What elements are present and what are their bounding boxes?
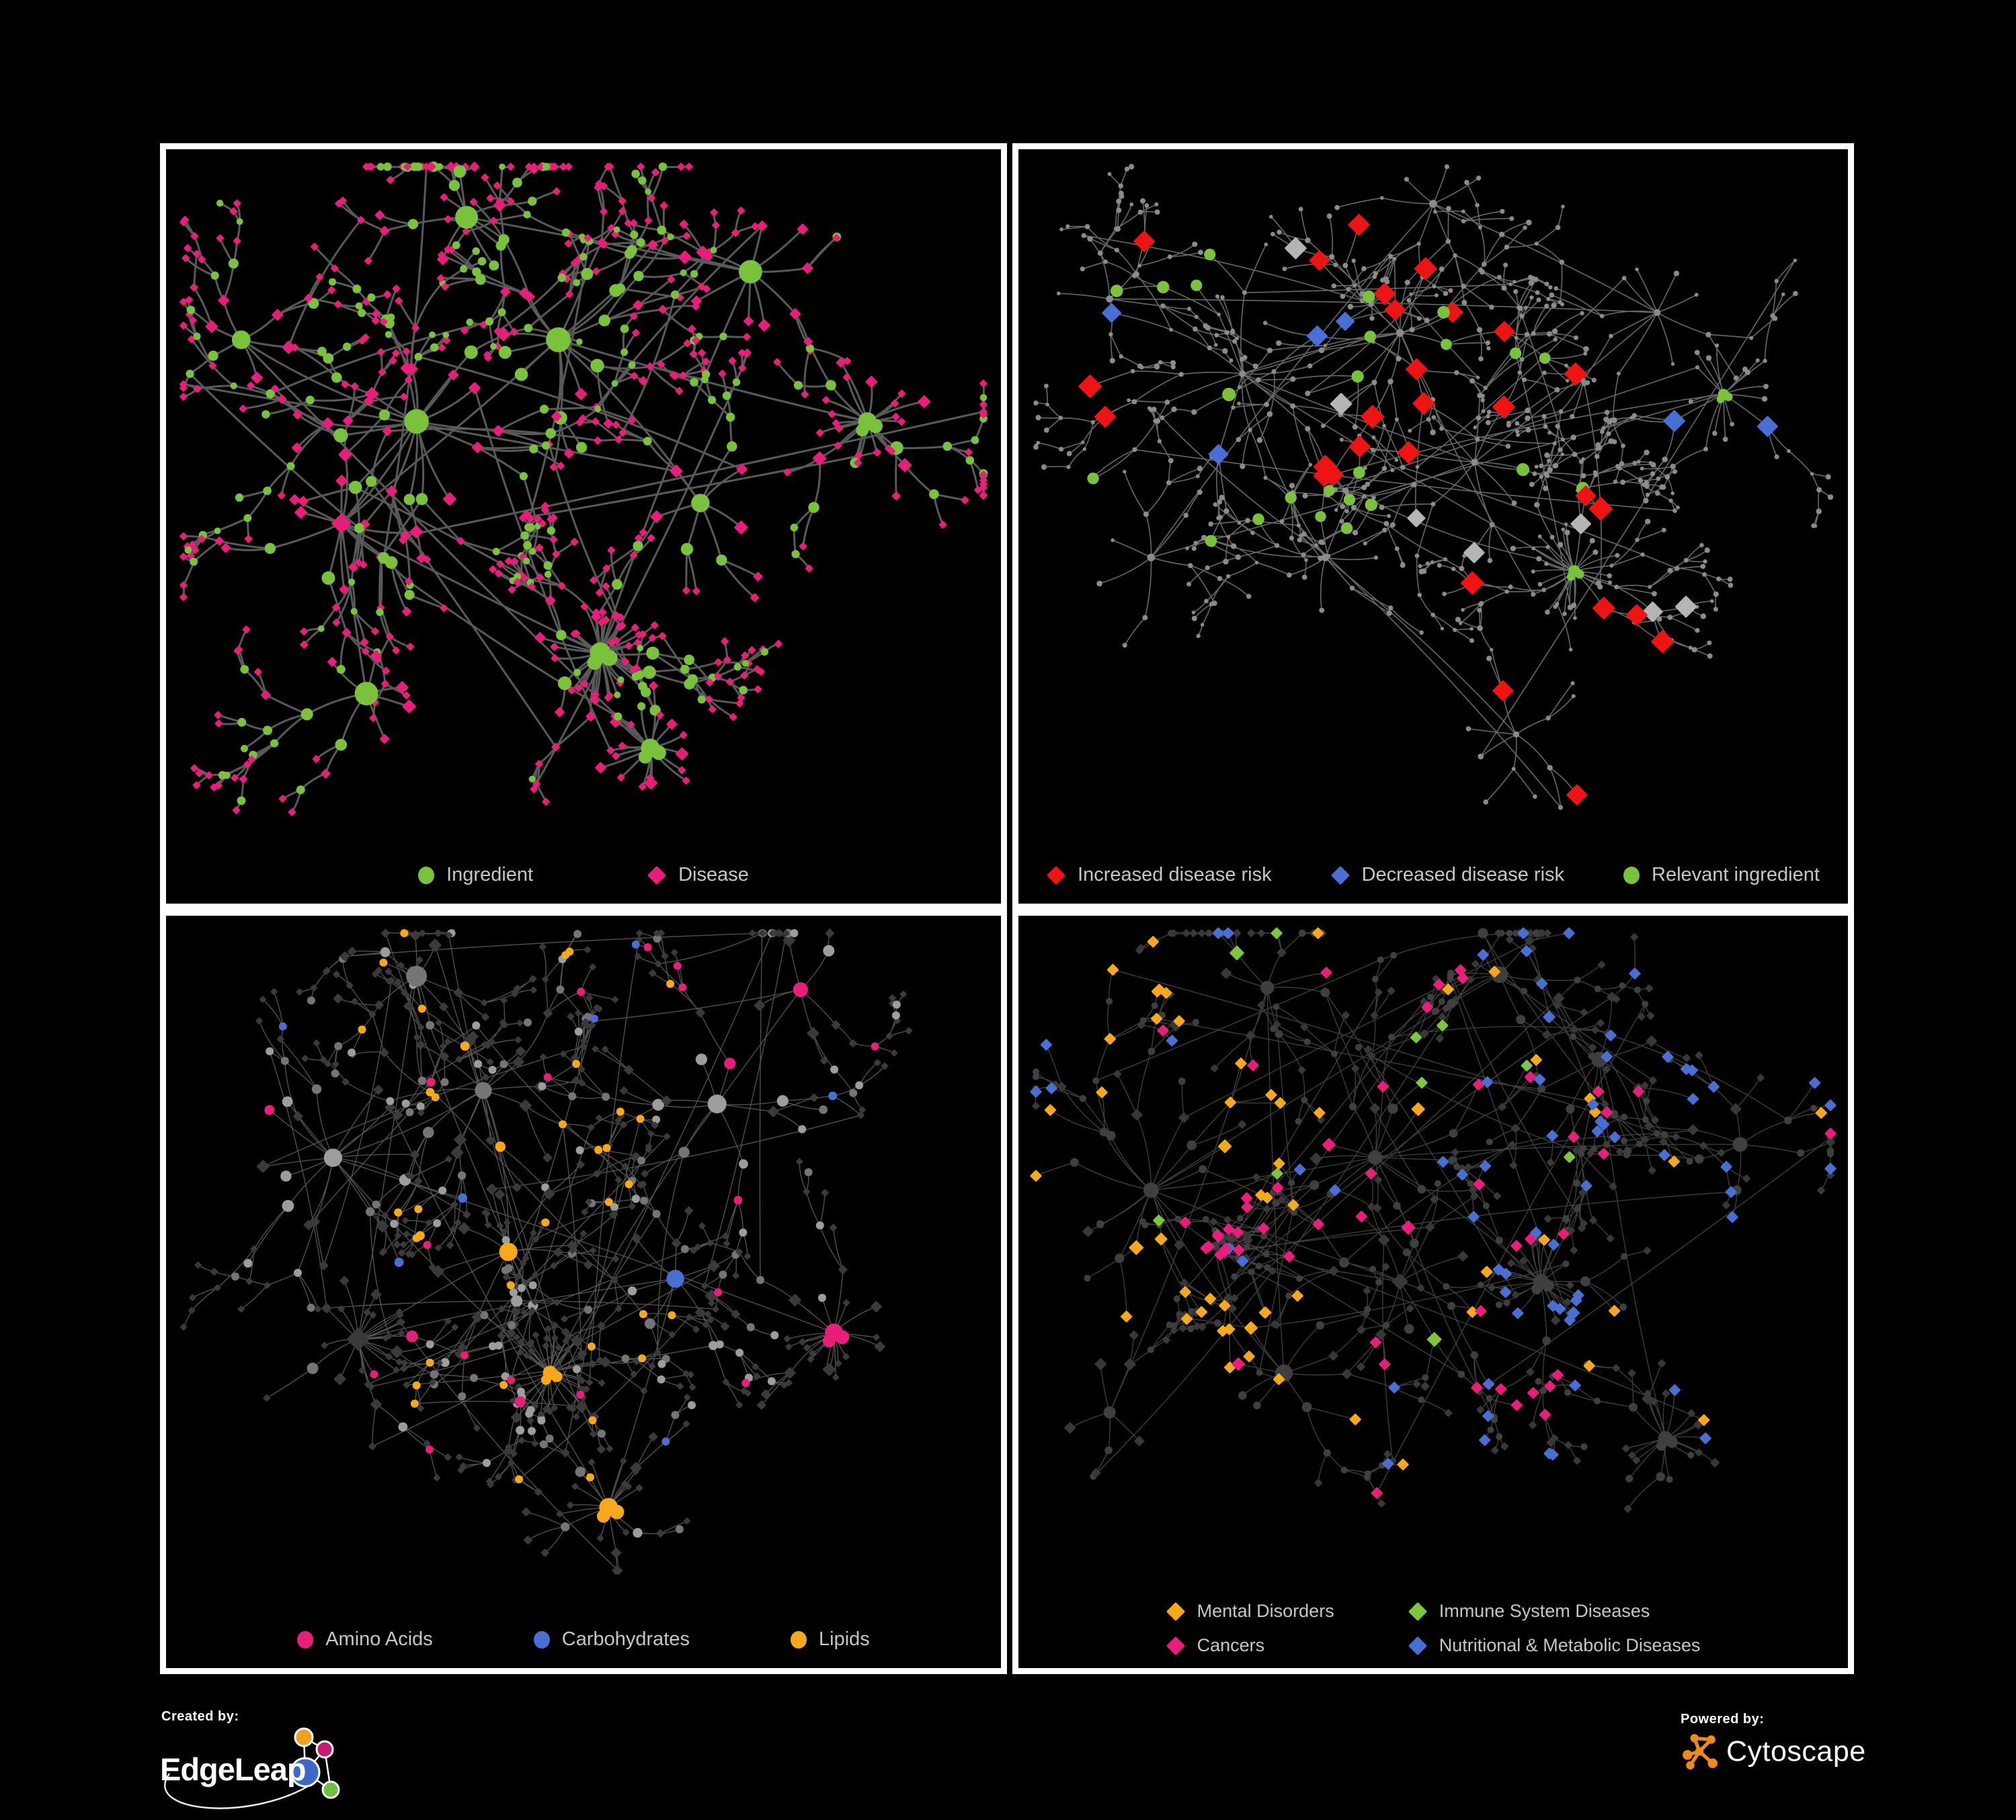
legend-item-carbohydrates: Carbohydrates — [533, 1628, 690, 1651]
panel-disease-risk: Increased disease risk Decreased disease… — [1012, 143, 1854, 910]
disease-diamond-swatch-icon — [647, 865, 667, 885]
legend-ingredient-disease: Ingredient Disease — [166, 864, 1001, 886]
legend-item-decreased-risk: Decreased disease risk — [1330, 864, 1565, 886]
legend-item-disease: Disease — [647, 864, 749, 886]
legend-disease-risk: Increased disease risk Decreased disease… — [1018, 864, 1848, 886]
edgeleap-green-node — [321, 1780, 340, 1799]
legend-item-cancers: Cancers — [1166, 1635, 1334, 1656]
legend-label: Decreased disease risk — [1361, 864, 1565, 885]
legend-label: Carbohydrates — [561, 1628, 690, 1650]
cytoscape-wordmark: Cytoscape — [1726, 1735, 1866, 1768]
amino-acids-circle-swatch-icon — [297, 1630, 314, 1649]
legend-item-ingredient: Ingredient — [418, 864, 533, 886]
legend-label: Cancers — [1197, 1635, 1265, 1655]
edgeleap-wordmark: EdgeLeap — [160, 1751, 306, 1787]
network-canvas-disease-risk — [1033, 163, 1834, 810]
panel-macronutrients: Amino Acids Carbohydrates Lipids — [160, 910, 1007, 1674]
network-canvas-macronutrients — [179, 928, 913, 1575]
legend-label: Increased disease risk — [1078, 864, 1272, 885]
panel-ingredient-disease: Ingredient Disease — [160, 143, 1007, 910]
panel-disease-categories: Mental Disorders Immune System Diseases … — [1012, 910, 1854, 1674]
cytoscape-logo-icon — [1683, 1734, 1718, 1770]
legend-label: Nutritional & Metabolic Diseases — [1439, 1635, 1701, 1655]
cytoscape-credit: Powered by: Cytoscape — [1681, 1712, 1909, 1799]
legend-macronutrients: Amino Acids Carbohydrates Lipids — [166, 1628, 1001, 1651]
edgeleap-logo: EdgeLeap — [160, 1727, 340, 1809]
edgeleap-credit: Created by: EdgeLeap — [160, 1709, 390, 1820]
decreased-risk-diamond-swatch-icon — [1330, 865, 1350, 885]
relevant-ingredient-circle-swatch-icon — [1623, 866, 1640, 884]
network-canvas-ingredient-disease — [179, 161, 988, 816]
legend-item-immune-diseases: Immune System Diseases — [1408, 1601, 1701, 1622]
powered-by-label: Powered by: — [1681, 1712, 1765, 1727]
cancers-diamond-swatch-icon — [1166, 1636, 1185, 1655]
ingredient-circle-swatch-icon — [418, 866, 435, 884]
legend-item-relevant-ingredient: Relevant ingredient — [1623, 864, 1820, 886]
legend-item-increased-risk: Increased disease risk — [1046, 864, 1272, 886]
edgeleap-orange-node — [294, 1727, 314, 1747]
nutritional-metabolic-diamond-swatch-icon — [1408, 1636, 1427, 1655]
edgeleap-blue-node — [290, 1757, 321, 1788]
legend-label: Amino Acids — [325, 1628, 433, 1650]
legend-label: Disease — [678, 864, 749, 885]
mental-disorders-diamond-swatch-icon — [1166, 1601, 1185, 1621]
legend-item-nutritional-metabolic: Nutritional & Metabolic Diseases — [1408, 1635, 1701, 1656]
immune-diseases-diamond-swatch-icon — [1408, 1601, 1427, 1621]
created-by-label: Created by: — [161, 1709, 239, 1724]
legend-label: Lipids — [819, 1628, 870, 1650]
legend-label: Ingredient — [446, 864, 534, 885]
legend-item-lipids: Lipids — [791, 1628, 870, 1651]
cytoscape-lockup: Cytoscape — [1681, 1733, 1909, 1770]
edgeleap-magenta-node — [315, 1740, 334, 1759]
increased-risk-diamond-swatch-icon — [1046, 865, 1066, 885]
legend-item-mental-disorders: Mental Disorders — [1166, 1601, 1334, 1622]
legend-label: Mental Disorders — [1197, 1601, 1334, 1621]
carbohydrates-circle-swatch-icon — [533, 1630, 550, 1649]
legend-label: Immune System Diseases — [1439, 1601, 1650, 1621]
legend-label: Relevant ingredient — [1652, 864, 1820, 885]
edgeleap-logo-nodes — [290, 1727, 340, 1799]
lipids-circle-swatch-icon — [791, 1630, 807, 1649]
edgeleap-swoosh — [164, 1773, 314, 1809]
legend-item-amino-acids: Amino Acids — [297, 1628, 433, 1651]
cytoscape-icon-nodes — [1683, 1734, 1718, 1770]
network-canvas-disease-categories — [1030, 927, 1837, 1513]
legend-disease-categories: Mental Disorders Immune System Diseases … — [1018, 1601, 1848, 1656]
